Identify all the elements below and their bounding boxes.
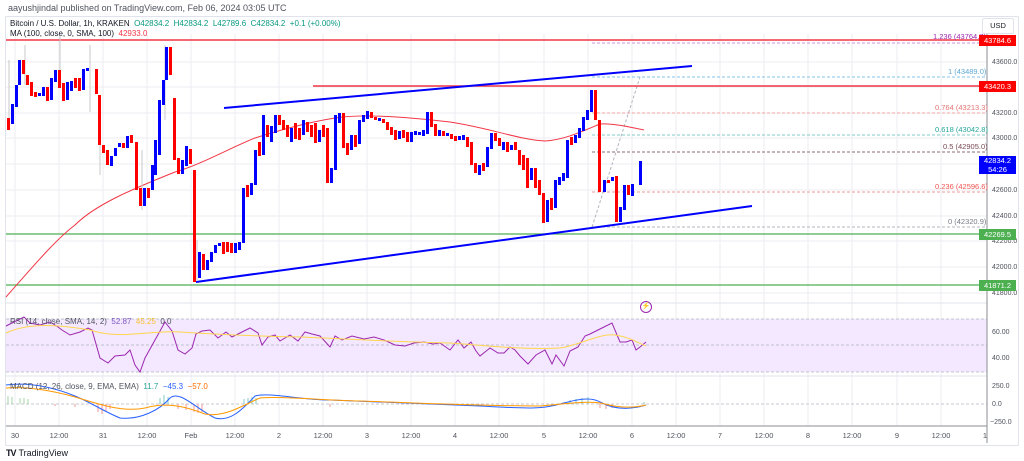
time-label: 12:00 (578, 431, 598, 440)
time-label: 3 (364, 431, 370, 440)
ma-value: 42933.0 (118, 29, 148, 38)
price-tick: 43200.0 (992, 110, 1017, 117)
price-tick: 42600.0 (992, 187, 1017, 194)
open-value: O42834.2 (134, 19, 170, 28)
price-tick: 43000.0 (992, 135, 1017, 142)
time-label: 12:00 (313, 431, 333, 440)
time-label: 1 (982, 431, 988, 440)
macd-line (5, 383, 647, 420)
time-label: 12:00 (754, 431, 774, 440)
symbol-legend[interactable]: Bitcoin / U.S. Dollar, 1h, KRAKEN O42834… (10, 19, 341, 28)
price-tick: 43600.0 (992, 59, 1017, 66)
macd-hist-value: 11.7 (143, 382, 159, 391)
symbol-name: Bitcoin / U.S. Dollar, 1h, KRAKEN (10, 19, 130, 28)
bar-countdown: 54:26 (988, 165, 1007, 174)
macd-tick: 0.0 (992, 401, 1002, 408)
change-value: +0.1 (+0.00%) (289, 19, 341, 28)
rsi-sma-value: 45.25 (135, 317, 156, 326)
published-caption: aayushjindal published on TradingView.co… (8, 3, 287, 13)
close-value: C42834.2 (250, 19, 286, 28)
fib-label-0236: 0.236 (42596.6) (935, 182, 988, 191)
rsi-band (6, 319, 987, 372)
rsi-levels (6, 318, 987, 373)
time-label: 30 (10, 431, 20, 440)
fib-label-0764: 0.764 (43213.3) (935, 103, 988, 112)
fib-label-1: 1 (43489.0) (948, 67, 987, 76)
time-label: 6 (629, 431, 635, 440)
macd-legend[interactable]: MACD (12, 26, close, 9, EMA, EMA) 11.7 −… (10, 382, 208, 391)
time-label: Feb (184, 431, 198, 440)
price-tag-support-2: 41871.2 (979, 280, 1016, 291)
ma-legend[interactable]: MA (100, close, 0, SMA, 100) 42933.0 (10, 29, 147, 38)
time-label: 12:00 (225, 431, 245, 440)
macd-value: −45.3 (162, 382, 184, 391)
price-tick: 41800.0 (992, 290, 1017, 297)
event-lightning-icon[interactable]: ⚡ (640, 301, 652, 313)
macd-signal-line (5, 387, 647, 416)
macd-tick: 250.0 (992, 383, 1010, 390)
rsi-extra: 0 0 (160, 317, 172, 326)
macd-tick: −250.0 (990, 419, 1012, 426)
price-tick: 42200.0 (992, 238, 1017, 245)
rsi-sma-line (5, 325, 647, 349)
rsi-value: 52.87 (111, 317, 132, 326)
fibonacci-retracement[interactable] (591, 42, 987, 228)
rsi-tick: 60.00 (992, 329, 1010, 336)
tradingview-brand: TradingView (18, 448, 69, 458)
macd-label: MACD (12, 26, close, 9, EMA, EMA) (10, 382, 139, 391)
time-label: 2 (276, 431, 282, 440)
upper-trendline[interactable] (223, 65, 693, 109)
time-label: 4 (452, 431, 458, 440)
time-label: 12:00 (489, 431, 509, 440)
price-tag-support-1: 42269.5 (979, 229, 1016, 240)
rsi-legend[interactable]: RSI (14, close, SMA, 14, 2) 52.87 45.25 … (10, 317, 171, 326)
fib-label-0: 0 (42320.9) (948, 217, 987, 226)
rsi-tick: 40.00 (992, 355, 1010, 362)
low-value: L42789.6 (212, 19, 247, 28)
macd-signal-value: −57.0 (187, 382, 208, 391)
rsi-line (5, 316, 647, 374)
candlesticks[interactable] (7, 35, 642, 282)
fib-label-05: 0.5 (42905.0) (943, 142, 988, 151)
chart-frame (5, 16, 1019, 446)
price-tag-resistance-mid: 43420.3 (979, 81, 1016, 92)
moving-average-line (5, 115, 645, 298)
ma-label: MA (100, close, 0, SMA, 100) (10, 29, 115, 38)
time-label: 12:00 (137, 431, 157, 440)
currency-button[interactable]: USD (982, 18, 1014, 34)
time-label: 9 (894, 431, 900, 440)
price-tick: 42400.0 (992, 213, 1017, 220)
tradingview-logo[interactable]: TV TradingView (6, 448, 68, 458)
time-label: 5 (541, 431, 547, 440)
time-label: 12:00 (666, 431, 686, 440)
time-label: 12:00 (842, 431, 862, 440)
fib-label-0618: 0.618 (43042.8) (935, 125, 988, 134)
macd-histogram (7, 395, 645, 414)
current-price-tag: 42834.2 54:26 (979, 156, 1016, 174)
time-label: 12:00 (49, 431, 69, 440)
rsi-label: RSI (14, close, SMA, 14, 2) (10, 317, 107, 326)
tradingview-mark-icon: TV (6, 448, 16, 458)
lower-trendline[interactable] (195, 205, 753, 283)
price-tag-resistance-high: 43784.6 (979, 35, 1016, 46)
time-label: 12:00 (401, 431, 421, 440)
price-tick: 42000.0 (992, 264, 1017, 271)
high-value: H42834.2 (173, 19, 209, 28)
current-price: 42834.2 (983, 156, 1012, 165)
time-label: 12:00 (931, 431, 951, 440)
fib-label-1236: 1.236 (43764.7) (933, 32, 986, 41)
time-label: 8 (805, 431, 811, 440)
time-label: 31 (98, 431, 108, 440)
time-label: 7 (717, 431, 723, 440)
